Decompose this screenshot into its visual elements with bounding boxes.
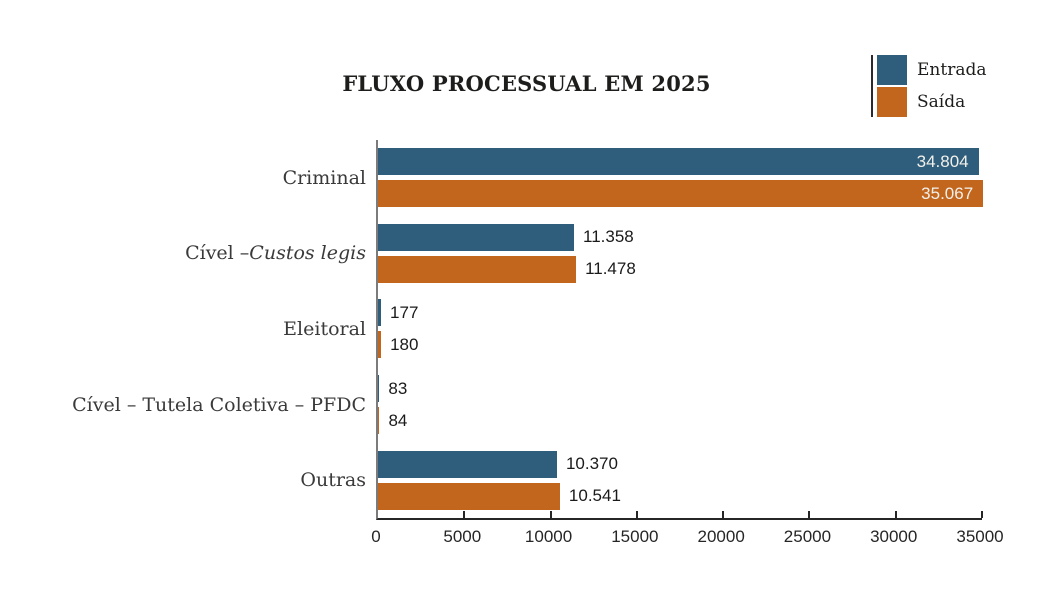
bar-value-label: 177 [390,302,419,322]
bar-entrada [378,223,574,251]
bar-row-entrada: 11.358 [378,223,982,251]
plot-area: 34.804 35.067 11.358 11.478 177 180 83 84 10.370… [376,140,984,520]
bar-value-label: 10.370 [565,454,618,474]
bar-value-label: 10.541 [568,486,621,506]
bar-group: 177 180 [378,291,982,367]
bar-value-label: 34.804 [916,151,969,171]
bar-saída [378,407,380,435]
bar-value-label: 35.067 [921,183,974,203]
bar-row-saída: 35.067 [378,180,984,208]
category-label: Outras [0,442,366,518]
bar-value-label: 84 [388,410,408,430]
bar-saída [378,482,560,510]
x-tick-label: 30000 [870,527,918,546]
legend-swatch-entrada [877,55,907,85]
x-tick-label: 5000 [443,527,482,546]
legend-swatch-saída [877,87,907,117]
bar-entrada [378,299,382,327]
bar-entrada [378,450,557,478]
bar-group: 34.804 35.067 [378,140,984,216]
x-axis-tick-labels: 0 5000 10000 15000 20000 25000 30000 35000 [371,527,1003,551]
category-label-part: Cível – Tutela Coletiva – PFDC [72,393,366,416]
bar-entrada: 34.804 [378,148,979,176]
x-tick-mark [981,511,983,518]
category-label-part: Cível – [185,242,250,265]
x-tick-label: 20000 [697,527,745,546]
bar-saída: 35.067 [378,180,984,208]
category-label: Eleitoral [0,291,366,367]
bar-row-entrada: 83 [378,375,982,403]
category-label-part: Eleitoral [283,317,366,340]
category-label: Cível – Custos legis [0,216,366,292]
bar-group: 11.358 11.478 [378,216,982,292]
x-tick-label: 10000 [524,527,573,546]
x-tick-label: 25000 [783,527,832,546]
bar-row-entrada: 10.370 [378,450,982,478]
bar-value-label: 11.358 [583,227,634,247]
category-label-part: Criminal [282,166,366,189]
category-label-italic-part: Custos legis [249,242,366,265]
x-tick-label: 35000 [956,527,1004,546]
x-tick-mark [808,511,811,518]
legend-item-saída: Saída [877,87,986,117]
x-tick-label: 0 [371,527,381,546]
legend: Entrada Saída [871,55,986,117]
x-tick-mark [635,511,638,518]
x-tick-mark [549,511,552,518]
bar-group: 83 84 [378,367,982,443]
bar-saída [378,331,382,359]
bar-value-label: 11.478 [585,259,636,279]
x-tick-label: 15000 [611,527,659,546]
bar-group: 10.370 10.541 [378,442,982,518]
category-label-part: Outras [300,469,366,492]
category-label: Criminal [0,140,366,216]
bar-row-entrada: 34.804 [378,148,982,176]
bar-value-label: 180 [390,334,419,354]
bar-row-saída: 84 [378,407,982,435]
x-tick-mark [894,511,897,518]
bar-value-label: 83 [388,378,408,398]
category-axis: Criminal Cível – Custos legis Eleitoral Cív… [0,140,366,518]
bar-entrada [378,375,380,403]
legend-label: Entrada [917,60,987,80]
legend-label: Saída [917,92,966,112]
bar-row-entrada: 177 [378,299,982,327]
x-tick-mark [722,511,725,518]
bar-row-saída: 180 [378,331,982,359]
x-tick-mark [463,511,466,518]
bar-saída [378,255,577,283]
bar-row-saída: 11.478 [378,255,982,283]
category-label: Cível – Tutela Coletiva – PFDC [0,367,366,443]
chart-title: FLUXO PROCESSUAL EM 2025 [342,71,711,96]
bar-row-saída: 10.541 [378,482,982,510]
legend-item-entrada: Entrada [877,55,986,85]
